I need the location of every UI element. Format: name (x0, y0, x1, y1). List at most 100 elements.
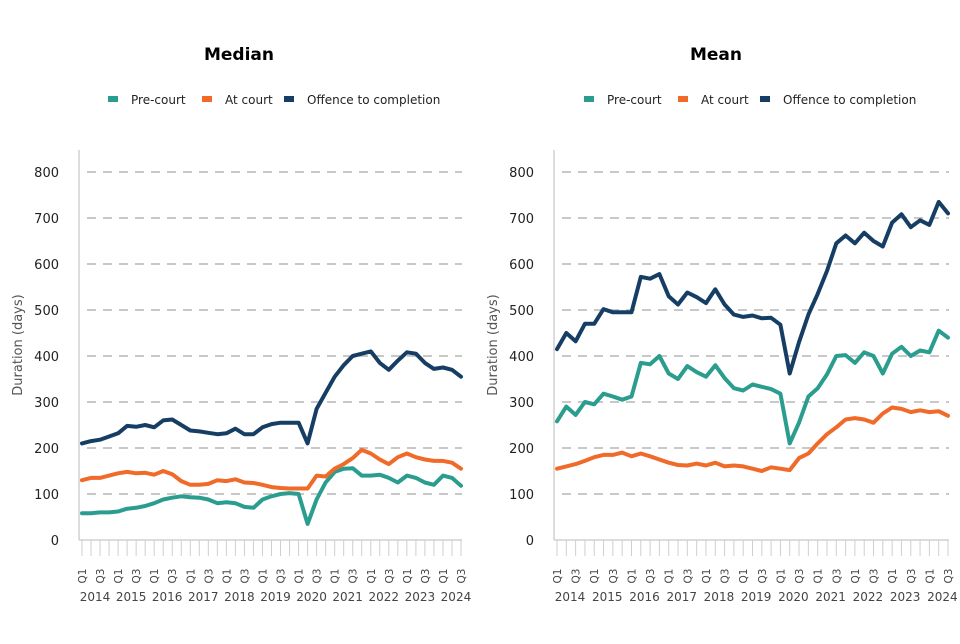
x-tick-label: Q3 (420, 569, 432, 584)
legend-item: Offence to completion (760, 93, 916, 107)
x-year-label: 2016 (152, 590, 183, 604)
x-year-label: 2019 (260, 590, 291, 604)
x-year-label: 2017 (666, 590, 697, 604)
y-tick-label: 200 (34, 442, 59, 457)
x-tick-label: Q1 (257, 569, 269, 584)
series-line-atcourt (80, 447, 463, 491)
x-year-label: 2015 (592, 590, 623, 604)
x-tick-label: Q3 (794, 569, 806, 584)
x-tick-label: Q3 (131, 569, 143, 584)
x-tick-label: Q1 (294, 569, 306, 584)
y-tick-label: 500 (34, 304, 59, 319)
x-tick-label: Q3 (239, 569, 251, 584)
x-tick-label: Q3 (95, 569, 107, 584)
y-tick-label: 800 (509, 166, 534, 181)
x-tick-label: Q1 (552, 569, 564, 584)
legend: Pre-court At court Offence to completion (108, 93, 440, 107)
x-tick-label: Q1 (775, 569, 787, 584)
x-tick-label: Q1 (149, 569, 161, 584)
chart-title: Mean (690, 45, 742, 65)
legend-item: At court (202, 93, 273, 107)
x-year-label: 2022 (853, 590, 884, 604)
y-tick-label: 300 (509, 396, 534, 411)
x-tick-label: Q3 (456, 569, 468, 584)
x-year-label: 2021 (332, 590, 363, 604)
x-tick-label: Q3 (203, 569, 215, 584)
y-tick-label: 0 (526, 534, 534, 549)
y-tick-label: 400 (34, 350, 59, 365)
y-axis-title: Duration (days) (11, 294, 26, 395)
legend-item: Pre-court (584, 93, 662, 107)
x-tick-label: Q3 (276, 569, 288, 584)
y-tick-label: 600 (509, 258, 534, 273)
x-tick-label: Q1 (402, 569, 414, 584)
legend-swatch (584, 96, 594, 102)
legend-swatch (108, 96, 118, 102)
y-tick-label: 100 (34, 488, 59, 503)
x-tick-label: Q1 (850, 569, 862, 584)
x-year-label: 2020 (778, 590, 809, 604)
x-tick-label: Q1 (366, 569, 378, 584)
legend-swatch (678, 96, 688, 102)
legend-label: Offence to completion (307, 93, 440, 107)
series-line-atcourt (555, 405, 950, 473)
x-year-label: 2019 (741, 590, 772, 604)
legend-swatch (284, 96, 294, 102)
x-tick-label: Q1 (626, 569, 638, 584)
x-year-label: 2023 (405, 590, 436, 604)
x-tick-label: Q3 (757, 569, 769, 584)
x-tick-label: Q1 (924, 569, 936, 584)
x-tick-label: Q1 (664, 569, 676, 584)
x-year-label: 2014 (555, 590, 586, 604)
y-tick-label: 0 (51, 534, 59, 549)
x-year-label: 2016 (629, 590, 660, 604)
x-year-label: 2024 (441, 590, 472, 604)
x-tick-label: Q3 (682, 569, 694, 584)
legend-label: At court (701, 93, 749, 107)
x-tick-label: Q3 (384, 569, 396, 584)
y-tick-label: 300 (34, 396, 59, 411)
legend-label: Offence to completion (783, 93, 916, 107)
x-year-label: 2018 (704, 590, 735, 604)
x-tick-label: Q1 (887, 569, 899, 584)
x-year-label: 2023 (890, 590, 921, 604)
y-tick-label: 100 (509, 488, 534, 503)
x-tick-label: Q3 (831, 569, 843, 584)
series-line-offence (555, 199, 950, 376)
chart-panel-mean: Mean Pre-court At court Offence to completi… (486, 45, 958, 604)
x-tick-label: Q3 (906, 569, 918, 584)
chart-panel-median: Median Pre-court At court Offence to comple… (11, 45, 471, 604)
x-tick-label: Q3 (312, 569, 324, 584)
legend-label: Pre-court (131, 93, 186, 107)
x-year-label: 2022 (368, 590, 399, 604)
y-tick-label: 700 (34, 212, 59, 227)
legend-label: At court (225, 93, 273, 107)
legend-item: Pre-court (108, 93, 186, 107)
x-tick-label: Q1 (701, 569, 713, 584)
series-line-precourt (80, 466, 463, 526)
x-tick-label: Q3 (571, 569, 583, 584)
x-year-label: 2017 (188, 590, 219, 604)
series-line-offence (80, 349, 463, 446)
legend-swatch (202, 96, 212, 102)
x-tick-label: Q1 (738, 569, 750, 584)
chart-title: Median (204, 45, 274, 65)
y-tick-label: 200 (509, 442, 534, 457)
legend-item: At court (678, 93, 749, 107)
y-tick-label: 400 (509, 350, 534, 365)
x-year-label: 2014 (80, 590, 111, 604)
x-tick-label: Q3 (608, 569, 620, 584)
x-year-label: 2018 (224, 590, 255, 604)
x-tick-label: Q3 (348, 569, 360, 584)
y-tick-label: 800 (34, 166, 59, 181)
series-line-precourt (555, 328, 950, 446)
x-year-label: 2020 (296, 590, 327, 604)
x-tick-label: Q1 (589, 569, 601, 584)
x-tick-label: Q3 (943, 569, 955, 584)
x-tick-label: Q1 (438, 569, 450, 584)
x-year-label: 2024 (927, 590, 958, 604)
y-axis-title: Duration (days) (486, 294, 501, 395)
legend-label: Pre-court (607, 93, 662, 107)
y-tick-label: 500 (509, 304, 534, 319)
